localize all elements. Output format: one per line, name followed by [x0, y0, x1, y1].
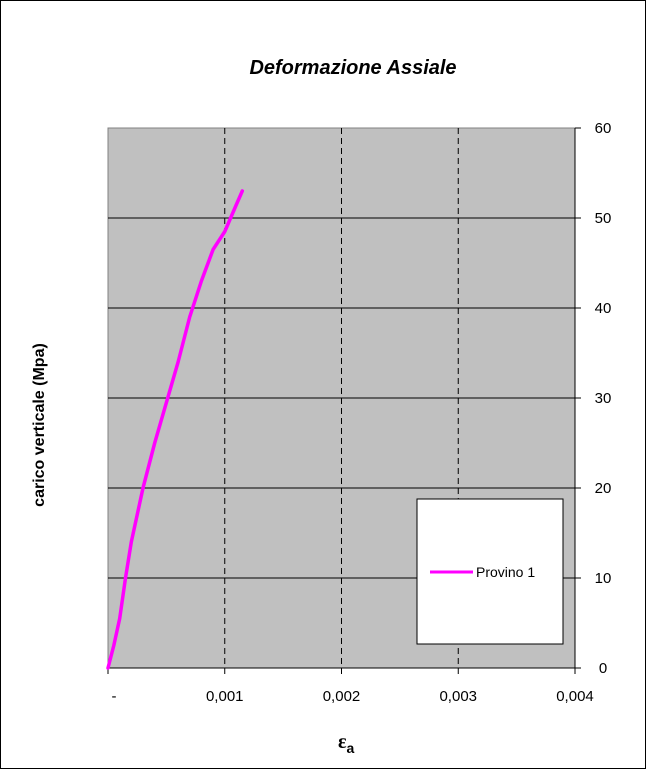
y-tick-label: 40	[595, 300, 612, 317]
y-tick-label: 60	[595, 120, 612, 137]
y-tick-label: 10	[595, 570, 612, 587]
chart-title: Deformazione Assiale	[249, 57, 456, 79]
series-layer	[106, 189, 245, 670]
y-tick-label: 20	[595, 480, 612, 497]
y-tick-label: 0	[599, 660, 607, 677]
legend-label: Provino 1	[476, 564, 535, 580]
x-axis-label-subscript: a	[347, 740, 355, 756]
x-axis-label-main: ε	[338, 731, 347, 753]
legend: Provino 1	[416, 498, 564, 645]
x-axis-label: εa	[338, 731, 355, 756]
x-tick-label: 0,003	[439, 688, 477, 705]
x-tick-label: 0,004	[556, 688, 594, 705]
x-tick-label: 0,002	[323, 688, 361, 705]
series-line	[106, 189, 245, 670]
y-tick-label: 30	[595, 390, 612, 407]
y-axis-label: carico verticale (Mpa)	[31, 343, 48, 507]
y-tick-label: 50	[595, 210, 612, 227]
axes: - 0,001 0,002 0,003 0,004 0 10 20 30 40 50 60	[107, 120, 612, 705]
x-tick-label: 0,001	[206, 688, 244, 705]
x-tick-label: -	[112, 688, 117, 705]
